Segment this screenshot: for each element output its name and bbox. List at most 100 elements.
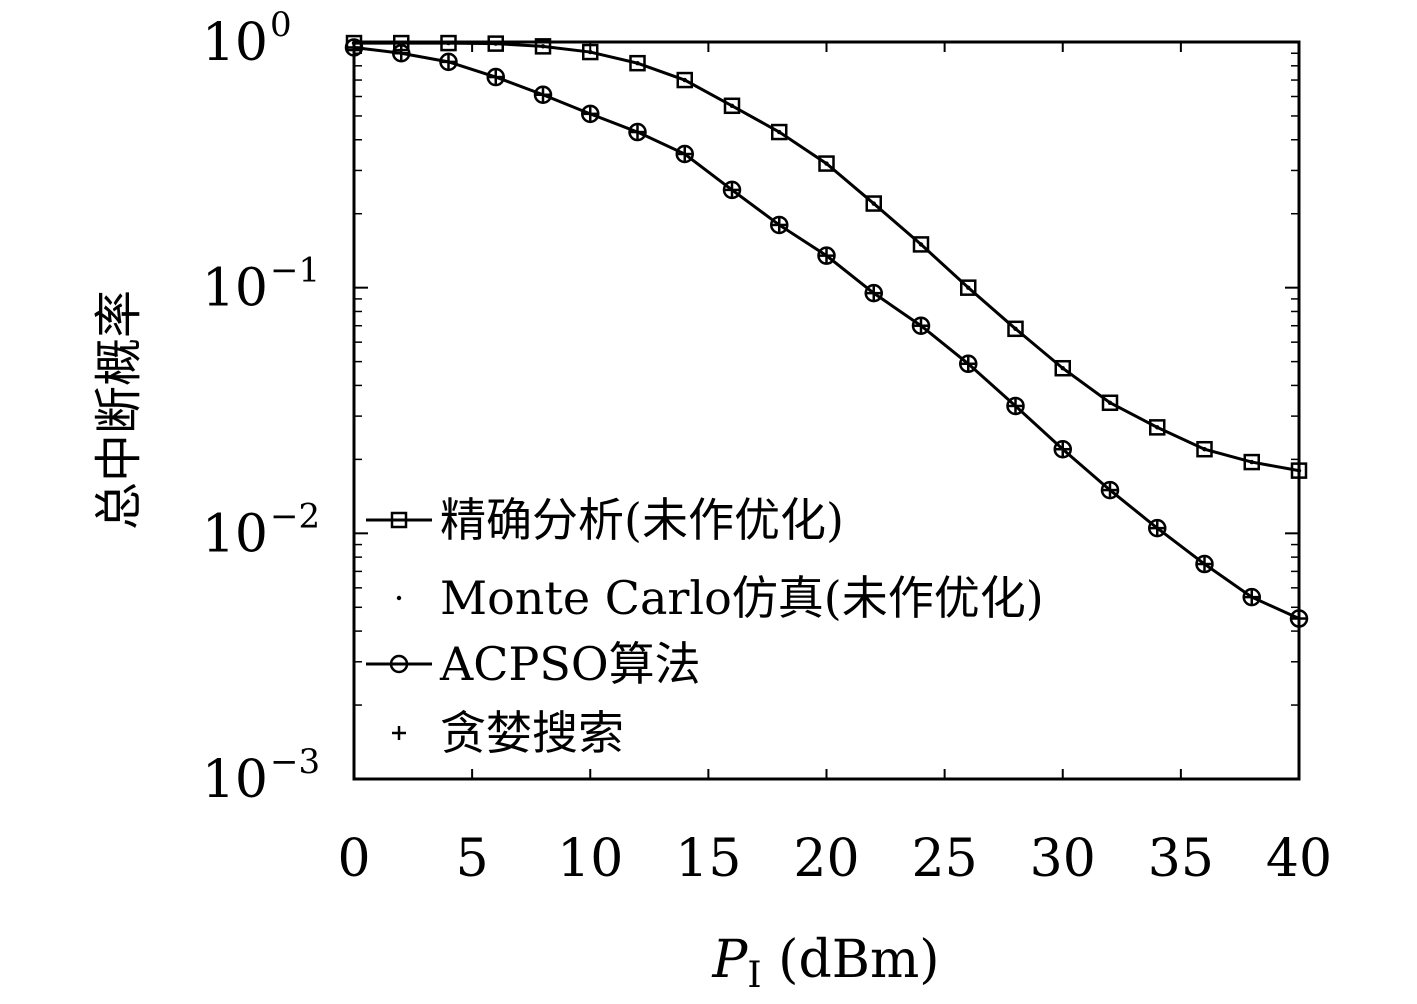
data-point-square [1101,394,1119,412]
x-tick-label: 20 [793,829,859,889]
data-point-plus [1244,590,1259,605]
data-point-circle [959,354,978,374]
data-point-circle [486,67,505,87]
data-point-dot [540,44,546,49]
data-point-plus [914,318,928,333]
data-point-dot [824,161,829,166]
data-point-plus [1103,483,1117,498]
data-point-plus [866,286,881,301]
data-point-circle [817,246,836,265]
data-point-dot [729,103,735,108]
data-point-dot [871,201,876,206]
data-point-plus [1150,521,1165,536]
data-point-dot [1013,326,1018,332]
legend-item-0: 精确分析(未作优化) [366,493,844,547]
data-point-plus [583,106,598,121]
data-point-square [629,54,646,72]
data-point-dot [1155,425,1160,430]
y-tick-exponent: 0 [270,5,292,45]
data-point-plus [1197,557,1212,572]
data-point-square [676,71,693,89]
data-point-plus [772,217,787,232]
data-point-circle [675,144,694,164]
legend-label: 精确分析(未作优化) [440,493,844,547]
data-point-dot [1107,400,1113,405]
data-point-square [1243,453,1260,471]
data-point-square [818,155,835,172]
data-point-circle [722,180,742,200]
data-point-circle [770,215,789,235]
data-point-circle [1148,518,1167,538]
data-point-square [440,34,457,52]
data-point-plus [819,248,834,263]
x-tick-label: 40 [1266,829,1332,889]
legend-label: ACPSO算法 [439,637,701,691]
y-tick-label: 10 [202,504,268,564]
data-point-square [865,195,882,212]
data-point-plus [630,125,645,140]
y-tick-exponent: −3 [270,742,320,782]
y-axis-label: 总中断概率 [91,290,147,530]
data-point-circle [439,52,458,72]
data-point-circle [911,316,931,335]
data-point-circle [864,283,883,303]
data-point-dot [918,242,924,247]
data-point-dot [1296,468,1302,473]
legend-item-3: 贪婪搜索 [392,706,624,760]
legend-label: 贪婪搜索 [440,706,624,760]
data-point-circle [1289,609,1309,628]
data-point-plus [394,46,409,61]
data-point-square [534,38,552,55]
data-point-circle [581,104,600,124]
x-tick-label: 30 [1030,829,1096,889]
y-tick-label: 10 [202,13,268,73]
data-point-circle [1053,439,1072,459]
legend-marker [392,726,406,740]
data-point-square [487,35,504,52]
data-point-square [723,97,741,115]
series-3 [347,40,1306,626]
data-point-plus [347,40,361,55]
x-tick-label: 35 [1148,829,1214,889]
data-point-square [912,236,930,253]
y-tick-label: 10 [202,750,268,810]
data-point-dot [635,60,640,66]
data-point-circle [344,38,364,57]
data-point-dot [1060,366,1065,371]
legend-item-1: Monte Carlo仿真(未作优化) [396,571,1044,625]
data-point-plus [1008,398,1023,413]
data-point-square [1007,320,1024,338]
data-point-plus [725,182,739,197]
data-point-plus [488,70,503,85]
legend-marker [396,595,402,601]
data-point-circle [533,85,553,104]
data-point-square [1196,440,1213,458]
data-point-circle [1100,480,1120,500]
legend-item-2: ACPSO算法 [366,637,701,691]
data-point-circle [392,43,411,63]
data-point-square [1149,419,1166,436]
legend-label: Monte Carlo仿真(未作优化) [440,571,1044,625]
data-point-plus [536,87,550,102]
data-point-circle [628,122,647,142]
data-point-square [1290,462,1308,479]
data-point-plus [441,54,456,69]
x-tick-label: 15 [675,829,741,889]
data-point-dot [682,77,687,83]
x-tick-label: 0 [337,829,370,889]
x-tick-label: 10 [557,829,623,889]
x-axis-label: PI (dBm) [711,930,939,996]
data-point-dot [966,285,971,290]
x-tick-label: 5 [456,829,489,889]
data-point-plus [1055,442,1070,457]
data-point-plus [677,147,692,162]
y-tick-label: 10 [202,259,268,319]
data-point-circle [1242,587,1261,607]
data-point-dot [446,40,451,46]
data-point-square [771,123,788,141]
data-point-square [1054,359,1071,377]
